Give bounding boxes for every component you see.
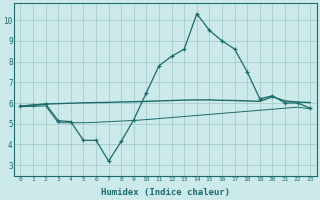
X-axis label: Humidex (Indice chaleur): Humidex (Indice chaleur) xyxy=(101,188,230,197)
